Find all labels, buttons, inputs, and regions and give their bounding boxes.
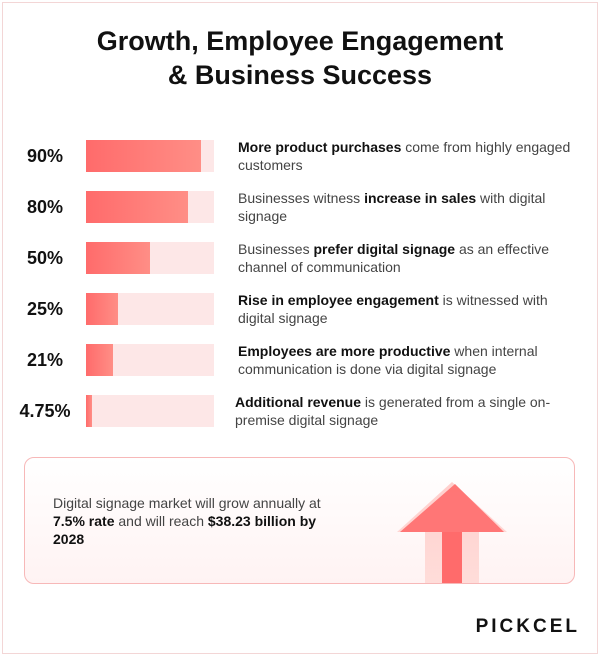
percent-label: 90% (26, 146, 64, 166)
stat-highlight: prefer digital signage (313, 241, 456, 257)
stat-highlight: increase in sales (364, 190, 477, 206)
stat-row: 21% Employees are more productive when i… (0, 342, 600, 378)
stat-description: Businesses witness increase in sales wit… (238, 190, 546, 224)
stat-row: 80% Businesses witness increase in sales… (0, 189, 600, 225)
bar-chart: 90% More product purchases come from hig… (0, 138, 600, 429)
stat-row: 90% More product purchases come from hig… (0, 138, 600, 174)
bar-fill (86, 344, 113, 376)
stat-highlight: Rise in employee engagement (238, 292, 439, 308)
percent-label: 80% (26, 197, 64, 217)
callout-highlight-value: $38.23 billion by 2028 (53, 513, 317, 547)
stat-row: 4.75% Additional revenue is generated fr… (0, 393, 600, 429)
stat-highlight: Employees are more productive (238, 343, 451, 359)
arrow-up-icon (397, 482, 507, 583)
stat-row: 50% Businesses prefer digital signage as… (0, 240, 600, 276)
percent-label: 25% (26, 299, 64, 319)
percent-label: 4.75% (19, 401, 71, 421)
callout-highlight-rate: 7.5% rate (53, 513, 115, 529)
bar-track (86, 140, 214, 172)
bar-fill (86, 242, 150, 274)
page-title: Growth, Employee Engagement & Business S… (0, 24, 600, 92)
bar-track (86, 191, 214, 223)
bar-track (86, 395, 214, 427)
pickcel-logo: PICKCEL (475, 616, 580, 637)
stat-description: Rise in employee engagement is witnessed… (238, 292, 548, 326)
percent-label: 21% (26, 350, 64, 370)
stat-description: Employees are more productive when inter… (238, 343, 538, 377)
stat-description: Additional revenue is generated from a s… (235, 394, 551, 428)
stat-row: 25% Rise in employee engagement is witne… (0, 291, 600, 327)
stat-highlight: More product purchases (238, 139, 402, 155)
bar-fill (86, 293, 118, 325)
title-line-1: Growth, Employee Engagement (96, 26, 504, 56)
bar-fill (86, 395, 93, 427)
bar-fill (86, 140, 202, 172)
market-growth-callout: Digital signage market will grow annuall… (24, 457, 575, 584)
callout-text: Digital signage market will grow annuall… (53, 495, 321, 547)
title-line-2: & Business Success (167, 60, 433, 90)
stat-description: More product purchases come from highly … (238, 139, 571, 173)
bar-track (86, 293, 214, 325)
stat-highlight: Additional revenue (235, 394, 362, 410)
percent-label: 50% (26, 248, 64, 268)
bar-fill (86, 191, 189, 223)
bar-track (86, 344, 214, 376)
bar-track (86, 242, 214, 274)
stat-description: Businesses prefer digital signage as an … (238, 241, 549, 275)
